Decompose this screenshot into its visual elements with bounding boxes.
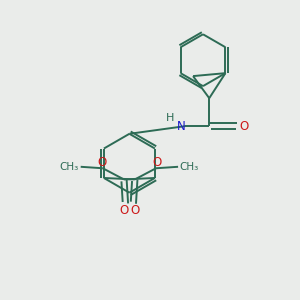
Text: O: O	[98, 156, 107, 169]
Text: CH₃: CH₃	[180, 162, 199, 172]
Text: N: N	[177, 120, 186, 133]
Text: O: O	[130, 204, 140, 217]
Text: O: O	[239, 120, 248, 133]
Text: O: O	[119, 204, 129, 217]
Text: O: O	[152, 156, 161, 169]
Text: CH₃: CH₃	[60, 162, 79, 172]
Text: H: H	[166, 113, 174, 124]
